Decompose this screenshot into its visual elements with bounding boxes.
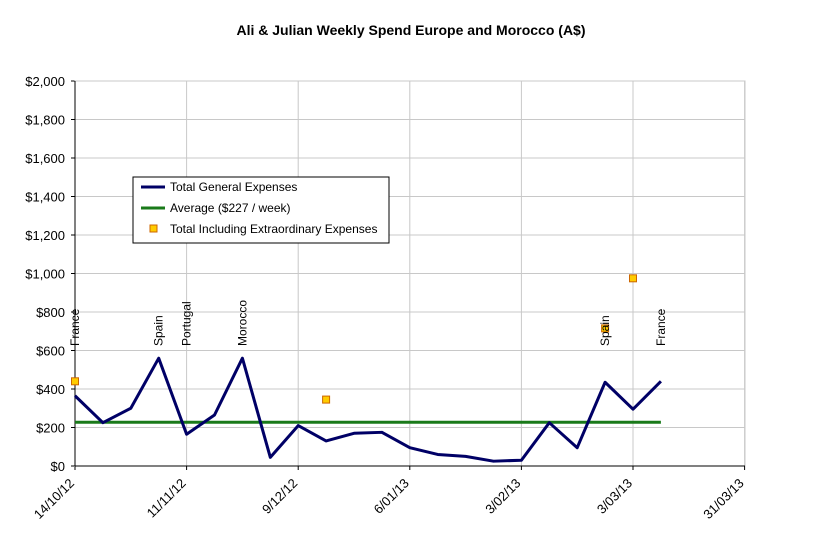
- x-axis-ticks: 14/10/12 11/11/12 9/12/12 6/01/13 3/02/13 3/0…: [31, 476, 747, 522]
- y-tick-label: $800: [36, 305, 65, 320]
- legend-box: [132, 176, 390, 244]
- y-tick-label: $1,600: [25, 151, 65, 166]
- x-tick-label: 6/01/13: [371, 476, 412, 517]
- country-annotation: France: [654, 308, 668, 346]
- x-tick-label: 11/11/12: [144, 476, 189, 521]
- country-annotations: France Spain Portugal Morocco Spain France: [68, 300, 668, 346]
- legend-label-total-general: Total General Expenses: [170, 180, 297, 194]
- series-layer: [71, 274, 662, 463]
- x-tick-label: 3/03/13: [594, 476, 635, 517]
- y-tick-label: $1,800: [25, 113, 65, 128]
- extraordinary-marker: [71, 377, 79, 386]
- x-tick-label: 9/12/12: [259, 476, 300, 517]
- chart-title: Ali & Julian Weekly Spend Europe and Mor…: [236, 22, 585, 38]
- country-annotation: France: [68, 308, 82, 346]
- x-tick-label: 14/10/12: [31, 476, 77, 522]
- x-tick-label: 31/03/13: [700, 476, 746, 522]
- y-tick-label: $2,000: [25, 74, 65, 89]
- country-annotation: Spain: [152, 315, 166, 346]
- y-tick-label: $400: [36, 382, 65, 397]
- legend-swatch-extraordinary: [149, 224, 158, 233]
- legend-label-average: Average ($227 / week): [170, 201, 291, 215]
- y-tick-label: $200: [36, 421, 65, 436]
- y-tick-label: $1,200: [25, 228, 65, 243]
- y-tick-label: $1,400: [25, 190, 65, 205]
- legend: Total General Expenses Average ($227 / w…: [132, 176, 390, 244]
- country-annotation: Portugal: [180, 301, 194, 346]
- y-tick-label: $0: [51, 459, 65, 474]
- extraordinary-marker: [601, 324, 610, 333]
- total-general-line: [73, 356, 662, 463]
- grid-lines: [71, 80, 746, 470]
- extraordinary-marker: [322, 395, 331, 404]
- y-axis-ticks: $0 $200 $400 $600 $800 $1,000 $1,200 $1,400 $1,6…: [25, 74, 65, 474]
- x-tick-label: 3/02/13: [482, 476, 523, 517]
- country-annotation: Morocco: [235, 300, 249, 346]
- y-tick-label: $600: [36, 344, 65, 359]
- country-annotation: Spain: [598, 315, 612, 346]
- extraordinary-marker: [629, 274, 637, 283]
- y-tick-label: $1,000: [25, 267, 65, 282]
- legend-label-extraordinary: Total Including Extraordinary Expenses: [170, 222, 377, 236]
